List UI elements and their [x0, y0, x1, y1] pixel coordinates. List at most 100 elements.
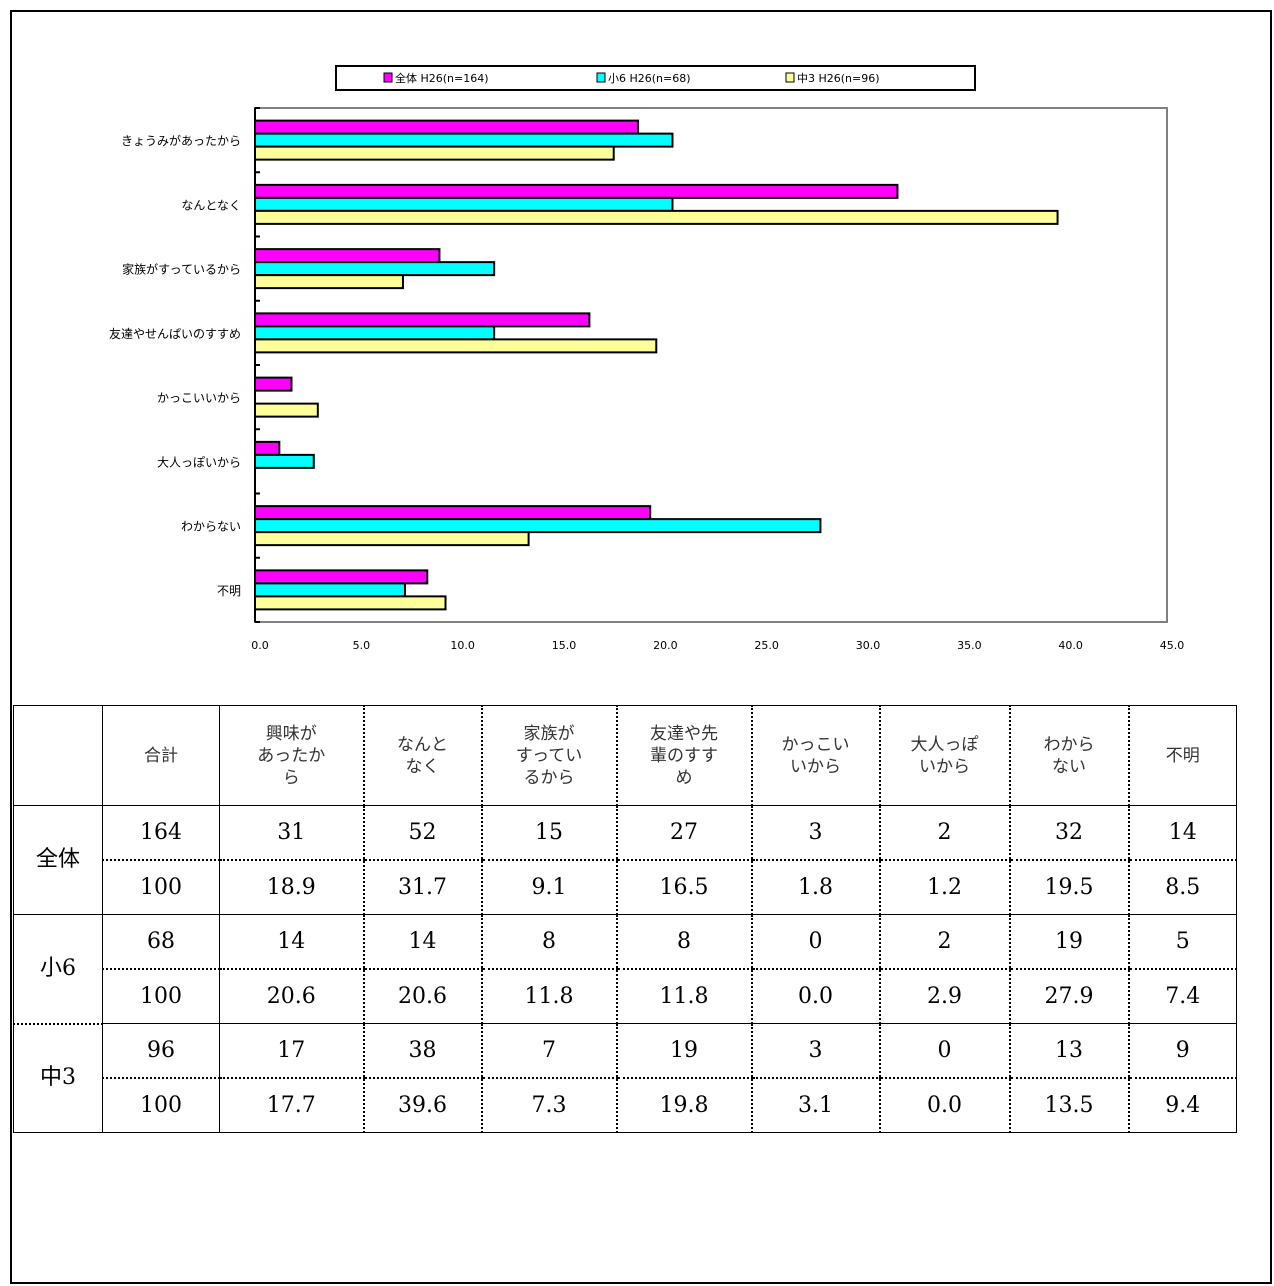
bar: [254, 312, 591, 328]
category-label: 大人っぽいから: [157, 455, 241, 469]
count-cell: 3: [750, 805, 880, 861]
count-cell: 27: [615, 805, 752, 861]
category-label: きょうみがあったから: [121, 133, 241, 148]
count-cell: 68: [102, 914, 220, 970]
table-row: 100 17.7 39.6 7.3 19.8 3.1 0.0 13.5 9.4: [14, 1077, 1237, 1133]
percent-cell: 0.0: [878, 1077, 1010, 1133]
data-table: 合計 興味が あったからなんと なく 家族が すってい るから 友達や先 輩のすすめかっこい いか…: [13, 705, 1237, 1133]
x-tick-label: 10.0: [450, 639, 475, 652]
header-line: かっこい: [781, 734, 850, 755]
count-cell: 19: [1008, 914, 1129, 970]
percent-cell: 100: [102, 859, 220, 915]
percent-cell: 27.9: [1008, 968, 1129, 1024]
bar: [254, 325, 496, 341]
bar: [254, 119, 640, 135]
legend-swatch: [785, 72, 795, 83]
count-cell: 14: [1127, 805, 1237, 861]
legend-swatch: [383, 72, 393, 83]
legend-label: 中3 H26(n=96): [797, 72, 880, 85]
bar: [254, 595, 447, 611]
bar: [254, 196, 674, 212]
bar: [254, 582, 406, 598]
bar: [254, 518, 822, 534]
table-header-cell: [13, 705, 103, 806]
data-table-wrap: 合計 興味が あったからなんと なく 家族が すってい るから 友達や先 輩のすすめかっこい いか…: [13, 705, 1237, 1133]
table-header-cell: 不明: [1127, 705, 1237, 806]
table-header-cell: 大人っぽ いから: [878, 705, 1010, 806]
table-row: 全体 164 31 52 15 27 3 2 32 14: [13, 805, 1237, 915]
header-line: 輩のすす: [650, 745, 718, 766]
x-tick-label: 30.0: [856, 639, 881, 652]
bar: [254, 505, 652, 521]
count-cell: 19: [615, 1023, 752, 1079]
percent-cell: 2.9: [878, 968, 1010, 1024]
header-line: なんと: [397, 734, 448, 755]
percent-cell: 39.6: [362, 1077, 482, 1133]
percent-cell: 1.2: [878, 859, 1010, 915]
chart-legend: 全体 H26(n=164) 小6 H26(n=68) 中3 H26(n=96): [335, 65, 976, 91]
percent-cell: 9.1: [480, 859, 617, 915]
count-cell: 14: [362, 914, 482, 970]
bar: [254, 183, 899, 199]
category-label: 家族がすっているから: [122, 262, 241, 277]
count-cell: 0: [878, 1023, 1010, 1079]
count-cell: 96: [102, 1023, 220, 1079]
count-cell: 9: [1127, 1023, 1237, 1079]
percent-cell: 16.5: [615, 859, 752, 915]
header-line: 不明: [1165, 745, 1200, 766]
header-line: るから: [523, 767, 575, 788]
percent-cell: 31.7: [362, 859, 482, 915]
bar: [254, 453, 315, 469]
group-label: 中3: [13, 1022, 103, 1133]
header-line: ない: [1052, 756, 1086, 777]
table-header-cell: 家族が すってい るから: [480, 705, 617, 806]
table-row: 100 18.9 31.7 9.1 16.5 1.8 1.2 19.5 8.5: [14, 859, 1237, 915]
header-line: 大人っぽ: [910, 734, 979, 755]
bar: [254, 402, 319, 418]
bar: [254, 531, 530, 547]
percent-cell: 3.1: [750, 1077, 880, 1133]
table-header-cell: 興味が あったから: [219, 705, 364, 806]
bar: [254, 274, 404, 290]
x-tick-label: 20.0: [653, 639, 678, 652]
percent-cell: 1.8: [750, 859, 880, 915]
count-cell: 31: [219, 805, 364, 861]
count-cell: 7: [480, 1023, 617, 1079]
legend-box: [335, 65, 976, 91]
count-cell: 8: [615, 914, 752, 970]
header-line: いから: [790, 756, 841, 777]
table-header-cell: なんと なく: [362, 705, 482, 806]
category-label: わからない: [181, 520, 241, 534]
table-header-cell: 合計: [102, 705, 220, 806]
bar: [254, 376, 293, 392]
bar: [254, 261, 496, 277]
header-line: 家族が: [523, 723, 575, 744]
table-row: 中3 96 17 38 7 19 3 0 13 9: [13, 1022, 1237, 1133]
header-line: ら: [282, 767, 300, 788]
category-label: 不明: [217, 584, 241, 598]
percent-cell: 100: [102, 1077, 220, 1133]
group-label: 全体: [13, 805, 103, 915]
percent-cell: 7.4: [1127, 968, 1237, 1024]
percent-cell: 20.6: [362, 968, 482, 1024]
page-frame: [10, 10, 1272, 1284]
bar: [254, 145, 615, 161]
table-header-row: 合計 興味が あったからなんと なく 家族が すってい るから 友達や先 輩のすすめかっこい いか…: [13, 705, 1237, 806]
header-line: すってい: [515, 745, 583, 766]
x-tick-label: 5.0: [353, 639, 371, 652]
count-cell: 15: [480, 805, 617, 861]
bar: [254, 440, 281, 456]
category-label: なんとなく: [181, 198, 241, 212]
percent-cell: 7.3: [480, 1077, 617, 1133]
count-cell: 2: [878, 914, 1010, 970]
count-cell: 5: [1127, 914, 1237, 970]
count-cell: 8: [480, 914, 617, 970]
header-line: なく: [405, 756, 440, 777]
count-cell: 13: [1008, 1023, 1129, 1079]
legend-label: 小6 H26(n=68): [608, 72, 691, 85]
percent-cell: 100: [102, 968, 220, 1024]
header-line: いから: [919, 756, 970, 777]
header-line: 興味が: [265, 723, 317, 744]
group-label: 小6: [13, 914, 103, 1024]
percent-cell: 19.8: [615, 1077, 752, 1133]
